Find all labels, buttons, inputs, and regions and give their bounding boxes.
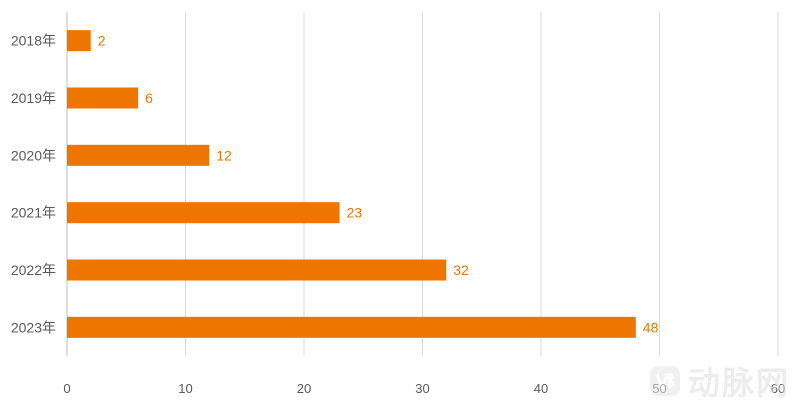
- x-tick-label: 40: [534, 381, 548, 396]
- bar: [67, 259, 447, 281]
- data-label: 32: [453, 262, 469, 278]
- x-tick-label: 0: [63, 381, 70, 396]
- category-labels: 2018年 2019年 2020年 2021年 2022年 2023年: [11, 33, 56, 336]
- category-label: 2023年: [11, 319, 56, 335]
- bars: [67, 30, 636, 338]
- bar: [67, 144, 210, 166]
- x-tick-label: 20: [297, 381, 311, 396]
- x-tick-label: 30: [415, 381, 429, 396]
- data-label: 6: [145, 90, 153, 106]
- data-label: 48: [643, 319, 659, 335]
- category-label: 2018年: [11, 33, 56, 49]
- x-tick-label: 50: [652, 381, 666, 396]
- x-tick-label: 60: [771, 381, 785, 396]
- bar: [67, 316, 636, 338]
- data-labels: 2 6 12 23 32 48: [98, 33, 659, 336]
- category-label: 2021年: [11, 205, 56, 221]
- bar: [67, 202, 340, 224]
- x-tick-label: 10: [178, 381, 192, 396]
- bar: [67, 30, 91, 52]
- category-label: 2022年: [11, 262, 56, 278]
- category-label: 2020年: [11, 147, 56, 163]
- gridlines: [66, 12, 779, 356]
- bar: [67, 87, 139, 109]
- data-label: 2: [98, 33, 106, 49]
- data-label: 23: [347, 205, 363, 221]
- x-tick-labels: 0 10 20 30 40 50 60: [63, 381, 785, 396]
- data-label: 12: [216, 147, 232, 163]
- category-label: 2019年: [11, 90, 56, 106]
